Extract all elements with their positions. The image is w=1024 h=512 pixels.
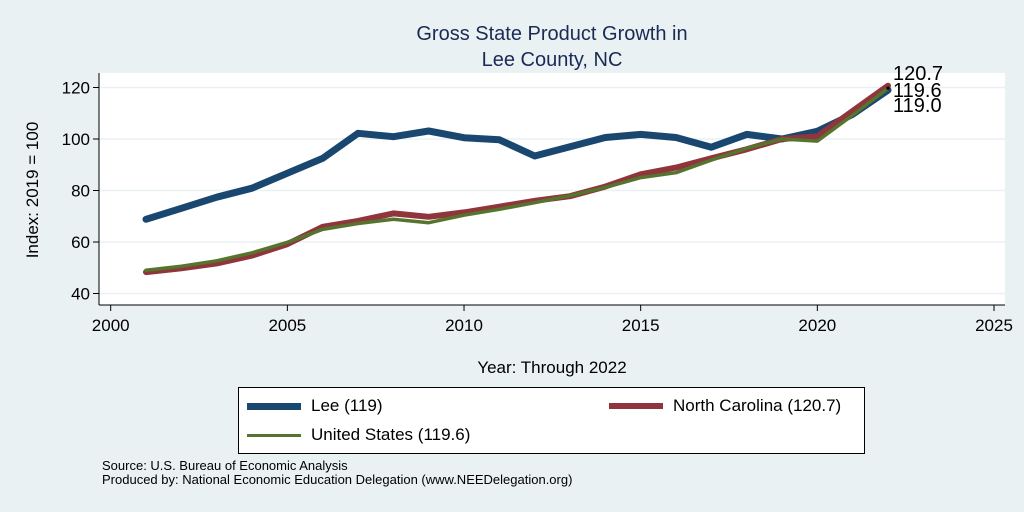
x-tick-label-2020: 2020 xyxy=(798,316,836,335)
x-tick-label-2025: 2025 xyxy=(975,316,1013,335)
y-tick-label-60: 60 xyxy=(71,233,90,252)
y-axis-title: Index: 2019 = 100 xyxy=(23,122,42,259)
end-label-north-carolina: 120.7 xyxy=(893,63,943,85)
x-axis-title: Year: Through 2022 xyxy=(477,358,626,377)
legend-item-lee: Lee (119) xyxy=(247,396,383,416)
series-group xyxy=(142,82,892,276)
x-tick-label-2000: 2000 xyxy=(92,316,130,335)
series-line-united-states xyxy=(144,86,890,273)
source-note: Source: U.S. Bureau of Economic Analysis xyxy=(102,458,348,473)
legend-swatch-united-states xyxy=(247,433,301,437)
series-line-lee xyxy=(142,86,892,223)
legend-label-north-carolina: North Carolina (120.7) xyxy=(673,396,842,415)
chart-title-line-2: Lee County, NC xyxy=(482,49,623,71)
legend-label-united-states: United States (119.6) xyxy=(311,425,471,444)
x-tick-label-2005: 2005 xyxy=(268,316,306,335)
y-tick-label-80: 80 xyxy=(71,182,90,201)
y-tick-label-100: 100 xyxy=(62,130,90,149)
legend-label-lee: Lee (119) xyxy=(311,396,383,415)
legend-item-north-carolina: North Carolina (120.7) xyxy=(609,396,841,416)
chart-title-line-1: Gross State Product Growth in xyxy=(416,23,687,45)
end-label-lee: 119.0 xyxy=(893,95,942,117)
legend-swatch-north-carolina xyxy=(609,403,663,409)
legend: Lee (119) North Carolina (120.7) United … xyxy=(238,387,865,454)
legend-item-united-states: United States (119.6) xyxy=(247,425,470,445)
axes: 40 60 80 100 120 2000 2005 2010 2015 2020 2025 xyxy=(62,73,1013,335)
footer: Source: U.S. Bureau of Economic Analysis… xyxy=(102,459,572,487)
legend-swatch-lee xyxy=(247,402,301,410)
end-marker xyxy=(886,86,890,90)
produced-by-note: Produced by: National Economic Education… xyxy=(102,472,573,487)
y-tick-label-120: 120 xyxy=(62,79,90,98)
x-tick-label-2015: 2015 xyxy=(622,316,660,335)
y-tick-label-40: 40 xyxy=(71,285,90,304)
end-label-united-states: 119.6 xyxy=(893,80,942,102)
x-tick-label-2010: 2010 xyxy=(445,316,483,335)
